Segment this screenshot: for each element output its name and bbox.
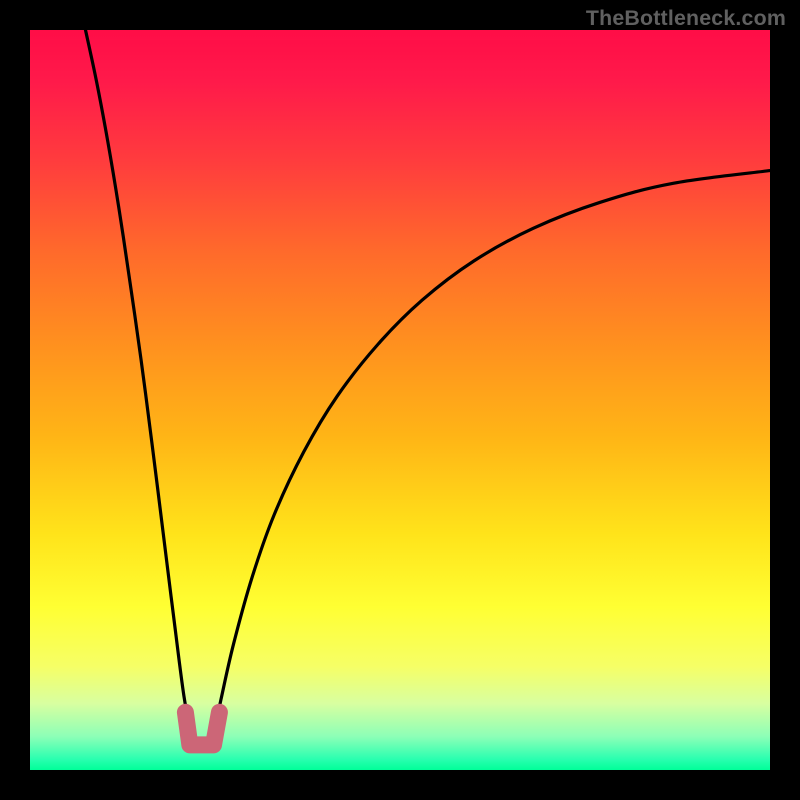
bottleneck-chart (0, 0, 800, 800)
gradient-background (30, 30, 770, 770)
watermark-text: TheBottleneck.com (586, 6, 786, 31)
chart-frame: TheBottleneck.com (0, 0, 800, 800)
